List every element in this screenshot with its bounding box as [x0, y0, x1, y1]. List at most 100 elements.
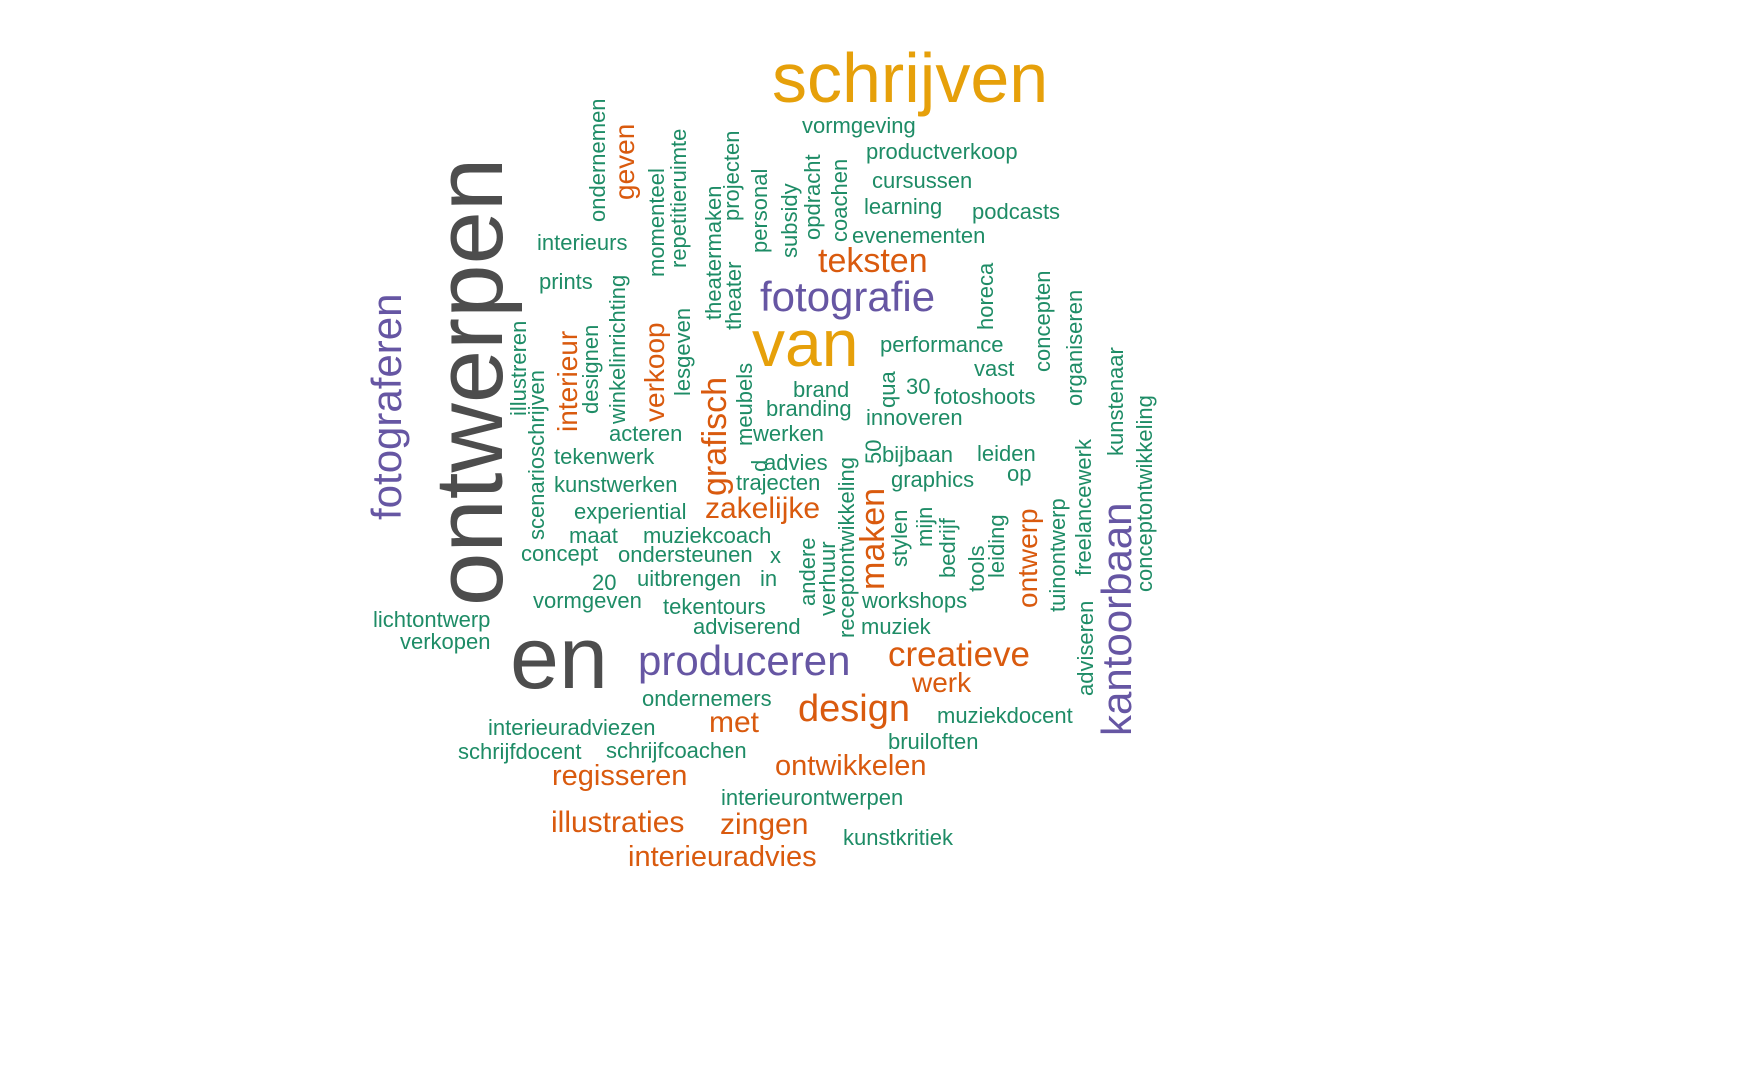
- word-stylen: stylen: [887, 509, 912, 567]
- word-ontwerpen: ontwerpen: [416, 157, 523, 606]
- word-interieuradviezen: interieuradviezen: [488, 715, 656, 740]
- word-ondernemers: ondernemers: [642, 686, 772, 711]
- word-prints: prints: [539, 269, 593, 294]
- word-muziekcoach: muziekcoach: [643, 523, 772, 548]
- word-vormgeving: vormgeving: [802, 113, 916, 138]
- word-concept: concept: [521, 541, 599, 566]
- word-organiseren: organiseren: [1062, 289, 1087, 406]
- word-interieurs: interieurs: [537, 230, 628, 255]
- word-evenementen: evenementen: [852, 223, 986, 248]
- word-subsidy: subsidy: [777, 183, 802, 258]
- word-zakelijke: zakelijke: [705, 492, 821, 525]
- word-meubels: meubels: [732, 362, 757, 446]
- word-scenarioschrijven: scenarioschrijven: [524, 370, 549, 540]
- word-muziek: muziek: [861, 614, 931, 639]
- word-projecten: projecten: [719, 130, 744, 221]
- word-schrijven: schrijven: [772, 39, 1049, 117]
- word-bijbaan: bijbaan: [882, 442, 953, 467]
- word-acteren: acteren: [609, 421, 683, 446]
- word-teksten: teksten: [818, 242, 928, 280]
- word-trajecten: trajecten: [736, 470, 821, 495]
- word-werken: werken: [753, 421, 824, 446]
- word-ontwerp: ontwerp: [1012, 508, 1043, 608]
- word-opdracht: opdracht: [800, 154, 825, 240]
- word-uitbrengen: uitbrengen: [637, 566, 741, 591]
- word-d: d: [747, 459, 772, 472]
- word-van: van: [752, 306, 859, 380]
- word-maat: maat: [569, 523, 618, 548]
- word-regisseren: regisseren: [552, 760, 688, 792]
- word-freelancewerk: freelancewerk: [1071, 439, 1096, 576]
- word-winkelinrichting: winkelinrichting: [605, 274, 630, 424]
- word-in: in: [760, 566, 778, 591]
- word-illustraties: illustraties: [551, 806, 685, 839]
- word-verkopen: verkopen: [400, 629, 491, 654]
- word-leiding: leiding: [984, 514, 1009, 578]
- word-kunstkritiek: kunstkritiek: [843, 825, 954, 850]
- word-lesgeven: lesgeven: [670, 307, 695, 396]
- word-schrijfcoachen: schrijfcoachen: [606, 738, 747, 763]
- word-bedrijf: bedrijf: [935, 518, 960, 578]
- word-interieurontwerpen: interieurontwerpen: [721, 785, 904, 810]
- word-adviserend: adviserend: [693, 614, 801, 639]
- word-geven: geven: [609, 123, 640, 200]
- word-personal: personal: [747, 168, 772, 253]
- word-kunstwerken: kunstwerken: [554, 472, 678, 497]
- word-qua: qua: [875, 371, 900, 408]
- word-tekenwerk: tekenwerk: [554, 444, 655, 469]
- word-30: 30: [906, 374, 931, 399]
- word-conceptontwikkeling: conceptontwikkeling: [1132, 395, 1157, 592]
- word-creatieve: creatieve: [888, 635, 1031, 674]
- word-zingen: zingen: [720, 808, 809, 841]
- word-ondersteunen: ondersteunen: [618, 542, 753, 567]
- word-coachen: coachen: [827, 158, 852, 242]
- word-verkoop: verkoop: [639, 322, 670, 422]
- word-grafisch: grafisch: [696, 376, 734, 496]
- word-op: op: [1007, 461, 1032, 486]
- word-adviseren: adviseren: [1073, 600, 1098, 696]
- word-repetitieruimte: repetitieruimte: [666, 128, 691, 268]
- word-tuinontwerp: tuinontwerp: [1045, 498, 1070, 612]
- word-vormgeven: vormgeven: [533, 588, 642, 613]
- word-werk: werk: [912, 667, 972, 698]
- word-fotografie: fotografie: [760, 273, 936, 320]
- word-lichtontwerp: lichtontwerp: [373, 607, 491, 632]
- word-muziekdocent: muziekdocent: [937, 703, 1073, 728]
- word-fotoshoots: fotoshoots: [934, 384, 1036, 409]
- word-interieuradvies: interieuradvies: [628, 841, 817, 873]
- word-produceren: produceren: [638, 637, 851, 684]
- word-podcasts: podcasts: [972, 199, 1061, 224]
- word-en: en: [510, 608, 608, 707]
- word-ontwikkelen: ontwikkelen: [775, 750, 927, 782]
- word-learning: learning: [864, 194, 943, 219]
- word-productverkoop: productverkoop: [866, 139, 1018, 164]
- word-workshops: workshops: [862, 588, 968, 613]
- word-design: design: [798, 688, 910, 730]
- word-brand: brand: [793, 377, 850, 402]
- word-fotograferen: fotograferen: [363, 293, 410, 521]
- word-horeca: horeca: [973, 262, 998, 330]
- word-innoveren: innoveren: [866, 405, 963, 430]
- word-tekentours: tekentours: [663, 594, 766, 619]
- word-ondernemen: ondernemen: [585, 98, 610, 222]
- word-vast: vast: [974, 356, 1015, 381]
- word-maken: maken: [854, 487, 892, 590]
- word-cursussen: cursussen: [872, 168, 973, 193]
- word-20: 20: [592, 570, 617, 595]
- word-momenteel: momenteel: [644, 168, 669, 277]
- word-bruiloften: bruiloften: [888, 729, 979, 754]
- word-branding: branding: [766, 396, 852, 421]
- word-leiden: leiden: [977, 441, 1036, 466]
- word-schrijfdocent: schrijfdocent: [458, 739, 582, 764]
- word-experiential: experiential: [574, 499, 687, 524]
- word-designen: designen: [578, 324, 603, 414]
- word-met: met: [709, 706, 760, 739]
- word-concepten: concepten: [1030, 270, 1055, 372]
- word-advies: advies: [764, 450, 828, 475]
- word-graphics: graphics: [891, 467, 975, 492]
- word-performance: performance: [880, 332, 1004, 357]
- word-50: 50: [861, 439, 886, 464]
- word-x: x: [770, 543, 781, 568]
- word-verhuur: verhuur: [815, 541, 840, 616]
